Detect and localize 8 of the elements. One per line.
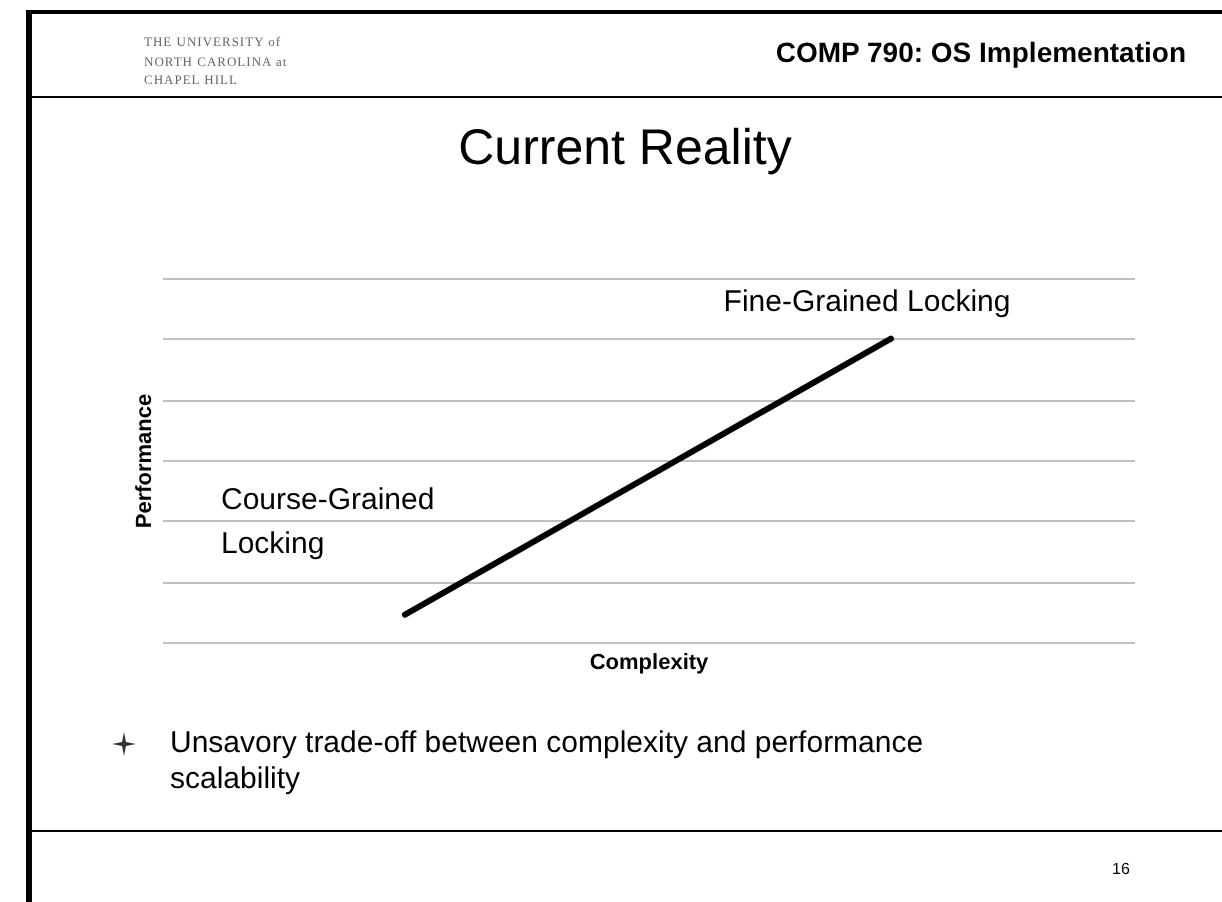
y-axis-title: Performance <box>133 393 157 529</box>
text: Fine-Grained Locking <box>723 284 1011 319</box>
x-axis-title: Complexity <box>589 651 711 675</box>
text: COMP 790: OS Implementation <box>775 36 1186 68</box>
chart-title: Current Reality <box>456 120 794 178</box>
text: Unsavory trade-off between complexity and performance scalability <box>170 726 926 798</box>
annotation: Course-Grained Locking <box>221 482 435 561</box>
text: 16 <box>1112 860 1130 878</box>
